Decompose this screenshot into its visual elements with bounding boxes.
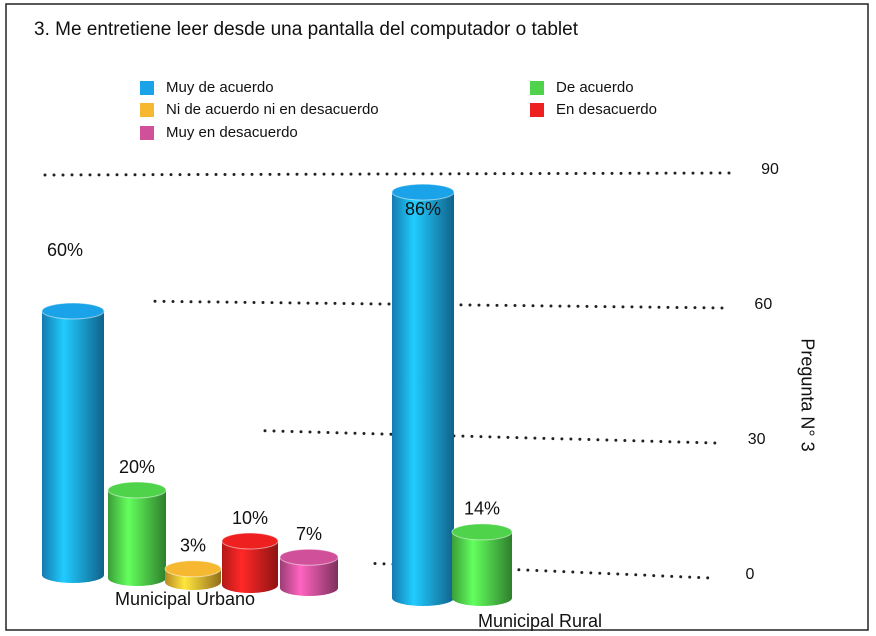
bar bbox=[451, 523, 513, 606]
y-tick-label: 90 bbox=[761, 161, 779, 178]
x-tick-label: Municipal Urbano bbox=[115, 589, 255, 609]
bar-top bbox=[41, 302, 105, 320]
legend-swatch bbox=[530, 81, 544, 95]
value-label: 20% bbox=[119, 457, 155, 477]
value-label: 3% bbox=[180, 536, 206, 556]
y-tick-label: 30 bbox=[748, 431, 766, 448]
bar bbox=[107, 481, 167, 586]
bar bbox=[279, 548, 339, 596]
bar-top bbox=[391, 183, 455, 201]
value-label: 60% bbox=[47, 240, 83, 260]
value-label: 7% bbox=[296, 524, 322, 544]
legend-label: Ni de acuerdo ni en desacuerdo bbox=[166, 101, 379, 118]
legend-swatch bbox=[530, 103, 544, 117]
bar-top bbox=[221, 532, 279, 550]
y-tick-label: 0 bbox=[746, 566, 755, 583]
bar bbox=[164, 560, 222, 590]
legend-label: Muy en desacuerdo bbox=[166, 124, 298, 141]
x-tick-label: Municipal Rural bbox=[478, 611, 602, 631]
bar bbox=[221, 532, 279, 593]
legend-label: Muy de acuerdo bbox=[166, 79, 274, 96]
legend-swatch bbox=[140, 81, 154, 95]
legend-swatch bbox=[140, 126, 154, 140]
bar-top bbox=[451, 523, 513, 541]
y-axis-label: Pregunta N° 3 bbox=[797, 338, 817, 451]
grid-line bbox=[373, 561, 712, 580]
bar-top bbox=[164, 560, 222, 578]
legend-swatch bbox=[140, 103, 154, 117]
legend-label: En desacuerdo bbox=[556, 101, 657, 118]
bar-body bbox=[452, 531, 512, 606]
grid-line bbox=[263, 429, 719, 445]
value-label: 86% bbox=[405, 199, 441, 219]
bar-body bbox=[392, 192, 454, 606]
value-label: 10% bbox=[232, 508, 268, 528]
bar-body bbox=[42, 311, 104, 583]
bar bbox=[391, 183, 455, 606]
legend-label: De acuerdo bbox=[556, 79, 634, 96]
bar-body bbox=[280, 557, 338, 596]
value-label: 14% bbox=[464, 499, 500, 519]
bar-body bbox=[108, 490, 166, 586]
bar-top bbox=[107, 481, 167, 499]
chart-title: 3. Me entretiene leer desde una pantalla… bbox=[34, 19, 579, 40]
bar-body bbox=[222, 541, 278, 593]
bar-top bbox=[279, 548, 339, 566]
bar bbox=[41, 302, 105, 583]
grid-line bbox=[43, 171, 732, 177]
y-tick-label: 60 bbox=[754, 296, 772, 313]
